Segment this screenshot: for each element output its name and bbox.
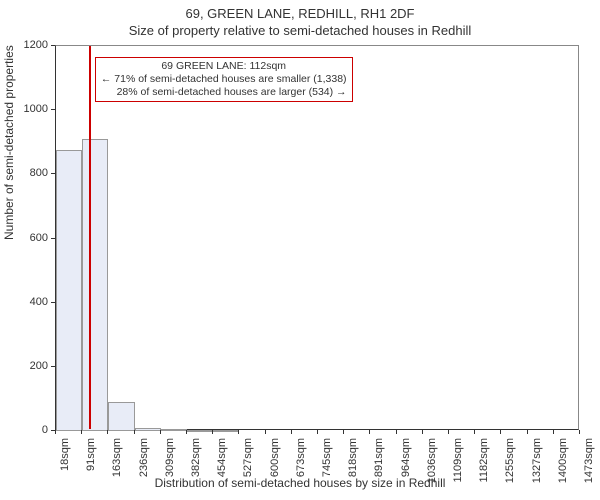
plot-area <box>55 45 579 430</box>
y-axis-label: Number of semi-detached properties <box>2 45 16 240</box>
histogram-bar <box>213 430 239 432</box>
chart-title-sub: Size of property relative to semi-detach… <box>0 23 600 38</box>
y-tick-label: 0 <box>8 424 48 436</box>
histogram-bar <box>187 430 213 432</box>
annotation-line-1: 69 GREEN LANE: 112sqm <box>101 60 347 73</box>
histogram-bar <box>135 428 161 431</box>
histogram-bar <box>108 402 134 431</box>
annotation-box: 69 GREEN LANE: 112sqm ← 71% of semi-deta… <box>95 57 353 102</box>
y-tick-label: 600 <box>8 232 48 244</box>
x-axis-label: Distribution of semi-detached houses by … <box>0 476 600 490</box>
annotation-line-2: ← 71% of semi-detached houses are smalle… <box>101 73 347 86</box>
histogram-bar <box>161 429 187 431</box>
chart-container: 69, GREEN LANE, REDHILL, RH1 2DF Size of… <box>0 0 600 500</box>
chart-title-main: 69, GREEN LANE, REDHILL, RH1 2DF <box>0 6 600 21</box>
annotation-line-3: 28% of semi-detached houses are larger (… <box>101 86 347 99</box>
y-tick-label: 1000 <box>8 103 48 115</box>
histogram-bar <box>56 150 82 431</box>
y-tick-label: 800 <box>8 167 48 179</box>
y-tick-label: 1200 <box>8 39 48 51</box>
y-tick-label: 200 <box>8 360 48 372</box>
histogram-bar <box>82 139 108 431</box>
y-tick-label: 400 <box>8 296 48 308</box>
marker-line <box>89 46 91 429</box>
